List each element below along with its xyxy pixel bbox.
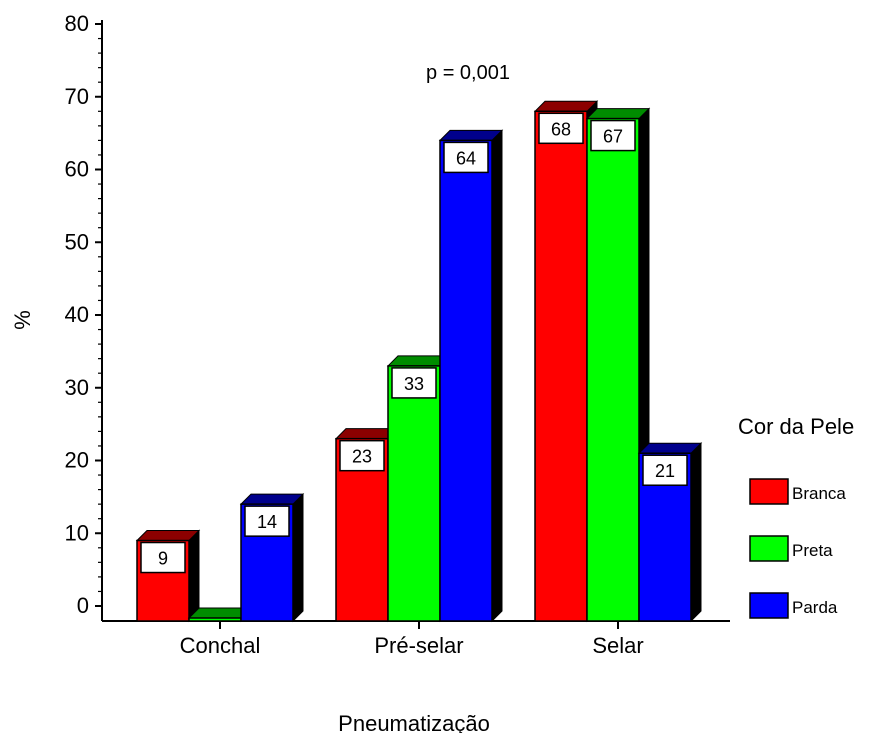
value-label: 23: [352, 447, 372, 467]
y-tick-label: 0: [77, 593, 89, 618]
y-tick-label: 60: [65, 157, 89, 182]
y-tick-label: 10: [65, 520, 89, 545]
bar-top: [239, 493, 305, 505]
bar-top: [135, 530, 201, 542]
y-axis-label: %: [10, 310, 35, 330]
x-tick-label: Selar: [592, 633, 643, 658]
value-label-box: [140, 541, 186, 574]
legend-swatch-parda: [749, 592, 789, 619]
value-label-box: [642, 454, 688, 486]
bar-side: [188, 529, 200, 623]
bar-front: [439, 139, 493, 622]
bar-front: [534, 110, 588, 622]
y-tick-label: 40: [65, 302, 89, 327]
value-label: 68: [551, 119, 571, 139]
bar-top: [533, 100, 599, 112]
annotation-text: p = 0,001: [426, 62, 510, 84]
value-label: 14: [257, 512, 277, 532]
value-label-box: [538, 112, 584, 145]
bar-front: [188, 617, 242, 622]
y-tick-label: 30: [65, 375, 89, 400]
value-label-box: [590, 119, 636, 152]
x-tick-label: Conchal: [180, 633, 261, 658]
value-label: 33: [404, 374, 424, 394]
bar-parda-1: 64: [438, 129, 504, 623]
y-tick-label: 50: [65, 229, 89, 254]
bar-side: [491, 129, 503, 623]
bar-side: [690, 442, 702, 623]
bar-front: [387, 365, 441, 622]
y-tick-label: 20: [65, 448, 89, 473]
bar-top: [585, 108, 651, 120]
legend-swatch-branca: [749, 478, 789, 505]
bar-front: [586, 117, 640, 622]
value-label: 67: [603, 127, 623, 147]
bar-parda-2: 21: [637, 442, 703, 623]
bar-side: [292, 492, 304, 623]
x-axis-label: Pneumatização: [338, 711, 490, 733]
value-label: 9: [158, 549, 168, 569]
legend-title: Cor da Pele: [738, 414, 854, 439]
value-label: 21: [655, 461, 675, 481]
value-label: 64: [456, 148, 476, 168]
legend-label-parda: Parda: [792, 598, 838, 617]
bar-preta-2: 67: [585, 107, 651, 623]
value-label-box: [443, 141, 489, 174]
bar-top: [438, 129, 504, 141]
legend-label-branca: Branca: [792, 484, 846, 503]
bar-branca-0: 9: [135, 529, 201, 623]
bars: 9 14 23 33 64 68 67 21: [135, 100, 703, 623]
value-label-box: [244, 505, 290, 537]
x-tick-label: Pré-selar: [374, 633, 463, 658]
value-label-box: [391, 367, 437, 399]
value-label-box: [339, 439, 385, 472]
legend-label-preta: Preta: [792, 541, 833, 560]
legend: Branca Preta Parda: [749, 478, 846, 619]
bar-preta-1: 33: [386, 354, 452, 623]
bar-top: [637, 442, 703, 454]
bar-parda-0: 14: [239, 492, 305, 623]
legend-swatch-preta: [749, 535, 789, 562]
y-tick-label: 80: [65, 11, 89, 36]
y-tick-label: 70: [65, 84, 89, 109]
